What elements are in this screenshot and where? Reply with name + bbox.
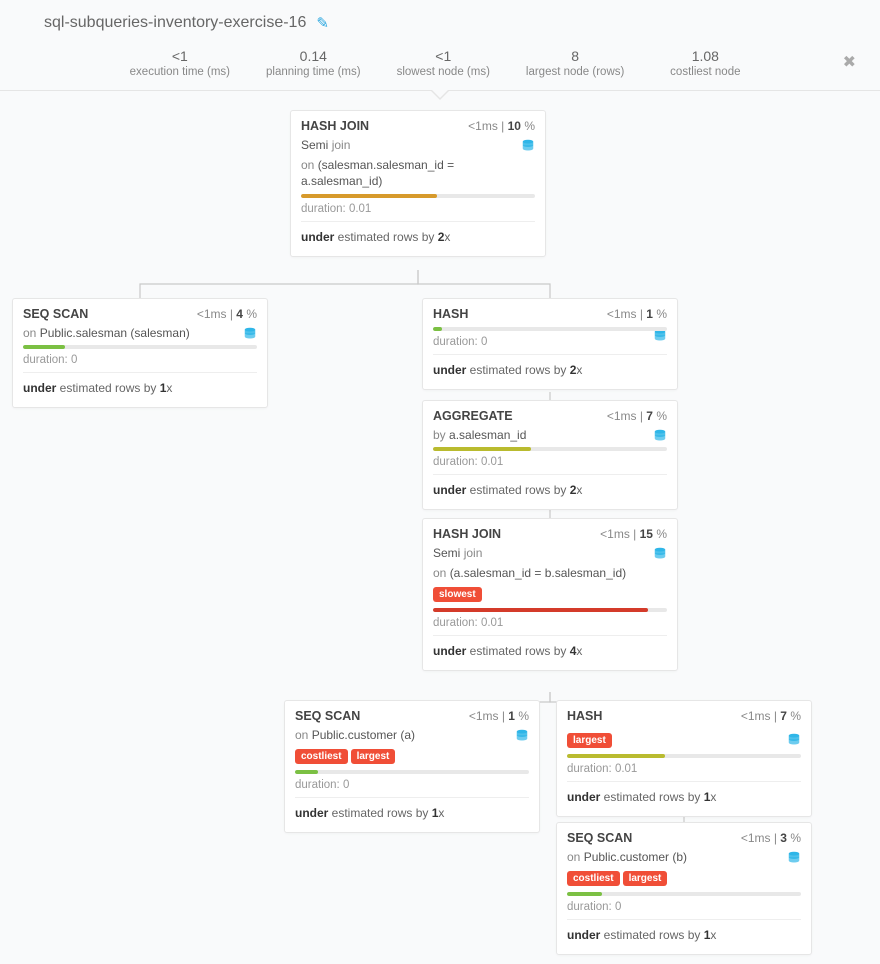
estimate-text: under estimated rows by 2x xyxy=(433,361,667,385)
badge-largest: largest xyxy=(623,871,668,886)
metrics-bar: <1 execution time (ms) 0.14 planning tim… xyxy=(0,44,880,90)
badge-costliest: costliest xyxy=(295,749,348,764)
node-title: SEQ SCAN xyxy=(567,831,741,845)
node-stats: <1ms | 15 % xyxy=(600,527,667,541)
database-icon xyxy=(653,329,667,343)
node-title: SEQ SCAN xyxy=(295,709,469,723)
node-title: HASH JOIN xyxy=(301,119,468,133)
edit-icon[interactable]: ✎ xyxy=(316,14,329,32)
metric-execution-time: <1 execution time (ms) xyxy=(130,48,230,78)
plan-node-seqscan2[interactable]: SEQ SCAN <1ms | 1 % on Public.customer (… xyxy=(284,700,540,833)
estimate-text: under estimated rows by 2x xyxy=(301,228,535,252)
metric-costliest-node: 1.08 costliest node xyxy=(660,48,750,78)
node-title: HASH xyxy=(567,709,741,723)
node-title: HASH JOIN xyxy=(433,527,600,541)
duration-text: duration: 0.01 xyxy=(301,201,535,222)
node-stats: <1ms | 3 % xyxy=(741,831,801,845)
node-stats: <1ms | 4 % xyxy=(197,307,257,321)
plan-node-aggregate[interactable]: AGGREGATE <1ms | 7 % by a.salesman_id du… xyxy=(422,400,678,510)
database-icon xyxy=(653,429,667,443)
plan-node-hash2[interactable]: HASH <1ms | 7 % largest duration: 0.01 u… xyxy=(556,700,812,817)
estimate-text: under estimated rows by 1x xyxy=(23,379,257,403)
database-icon xyxy=(243,327,257,341)
duration-text: duration: 0 xyxy=(433,334,667,355)
node-stats: <1ms | 1 % xyxy=(469,709,529,723)
database-icon xyxy=(515,729,529,743)
duration-bar xyxy=(433,327,667,331)
duration-bar xyxy=(567,892,801,896)
duration-text: duration: 0 xyxy=(295,777,529,798)
node-title: AGGREGATE xyxy=(433,409,607,423)
node-stats: <1ms | 1 % xyxy=(607,307,667,321)
plan-node-hashjoin1[interactable]: HASH JOIN <1ms | 10 % Semi joinon (sales… xyxy=(290,110,546,257)
duration-bar xyxy=(433,608,667,612)
plan-node-hash1[interactable]: HASH <1ms | 1 % duration: 0 under estima… xyxy=(422,298,678,390)
close-icon[interactable]: ✖ xyxy=(843,52,856,72)
node-stats: <1ms | 7 % xyxy=(741,709,801,723)
metric-planning-time: 0.14 planning time (ms) xyxy=(266,48,361,78)
page-title: sql-subqueries-inventory-exercise-16 xyxy=(44,14,306,32)
badge-slowest: slowest xyxy=(433,587,482,602)
node-stats: <1ms | 10 % xyxy=(468,119,535,133)
duration-bar xyxy=(295,770,529,774)
duration-text: duration: 0.01 xyxy=(433,615,667,636)
estimate-text: under estimated rows by 4x xyxy=(433,642,667,666)
duration-bar xyxy=(301,194,535,198)
duration-text: duration: 0.01 xyxy=(433,454,667,475)
node-stats: <1ms | 7 % xyxy=(607,409,667,423)
badge-costliest: costliest xyxy=(567,871,620,886)
duration-text: duration: 0.01 xyxy=(567,761,801,782)
metric-largest-node: 8 largest node (rows) xyxy=(526,48,624,78)
duration-text: duration: 0 xyxy=(567,899,801,920)
plan-node-hashjoin2[interactable]: HASH JOIN <1ms | 15 % Semi joinon (a.sal… xyxy=(422,518,678,671)
metric-slowest-node: <1 slowest node (ms) xyxy=(397,48,490,78)
badge-largest: largest xyxy=(351,749,396,764)
node-title: SEQ SCAN xyxy=(23,307,197,321)
duration-bar xyxy=(23,345,257,349)
database-icon xyxy=(787,851,801,865)
estimate-text: under estimated rows by 1x xyxy=(567,788,801,812)
plan-node-seqscan1[interactable]: SEQ SCAN <1ms | 4 % on Public.salesman (… xyxy=(12,298,268,408)
estimate-text: under estimated rows by 1x xyxy=(567,926,801,950)
badge-largest: largest xyxy=(567,733,612,748)
database-icon xyxy=(521,139,535,153)
database-icon xyxy=(787,733,801,747)
duration-bar xyxy=(433,447,667,451)
database-icon xyxy=(653,547,667,561)
plan-node-seqscan3[interactable]: SEQ SCAN <1ms | 3 % on Public.customer (… xyxy=(556,822,812,955)
estimate-text: under estimated rows by 2x xyxy=(433,481,667,505)
node-title: HASH xyxy=(433,307,607,321)
duration-text: duration: 0 xyxy=(23,352,257,373)
duration-bar xyxy=(567,754,801,758)
estimate-text: under estimated rows by 1x xyxy=(295,804,529,828)
